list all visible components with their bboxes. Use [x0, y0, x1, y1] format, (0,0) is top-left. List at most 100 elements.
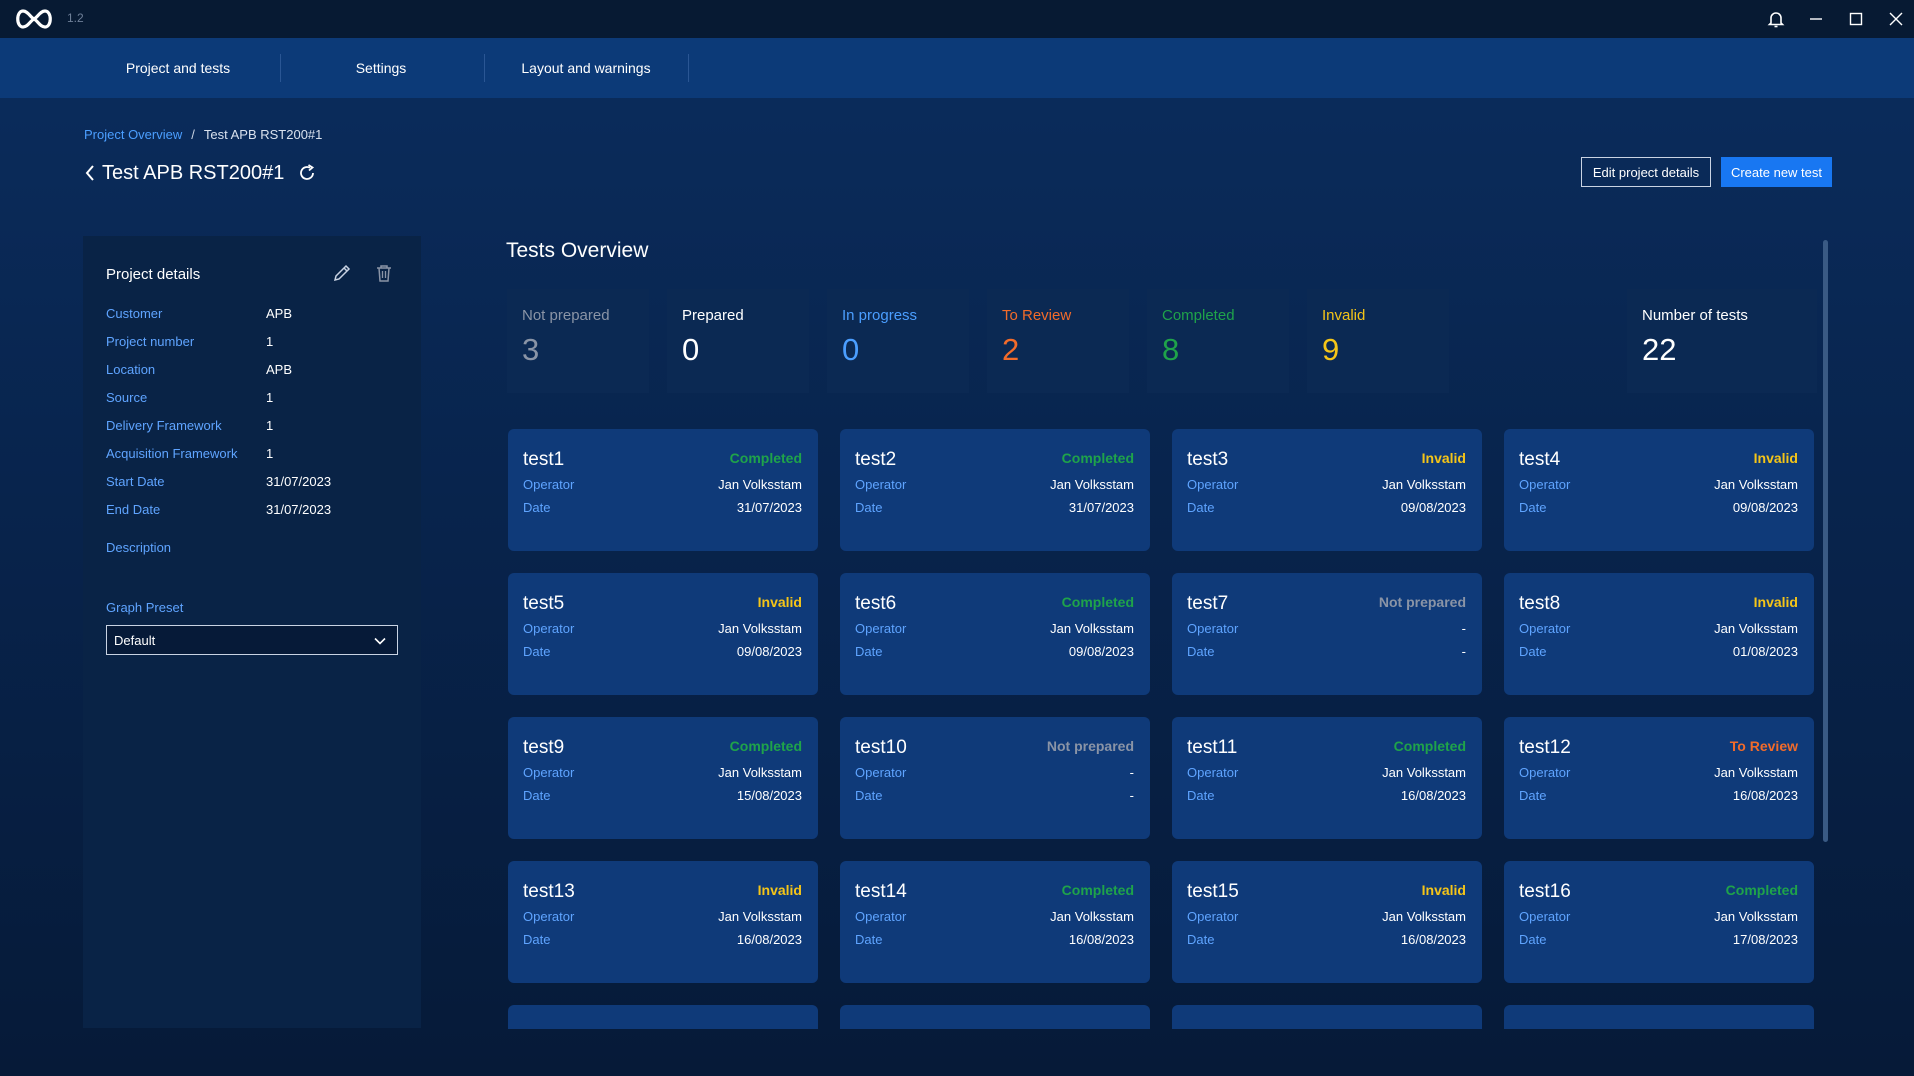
- date-row: Date 09/08/2023: [523, 644, 802, 662]
- operator-row: Operator Jan Volksstam: [1187, 477, 1466, 495]
- operator-label: Operator: [855, 909, 907, 924]
- test-card[interactable]: test3 Invalid Operator Jan Volksstam Date 09/…: [1172, 429, 1482, 551]
- stat-prepared[interactable]: Prepared 0: [667, 289, 809, 393]
- test-card[interactable]: test6 Completed Operator Jan Volksstam Date 0…: [840, 573, 1150, 695]
- operator-value: Jan Volksstam: [1714, 909, 1798, 924]
- description-label: Description: [106, 540, 172, 555]
- date-row: Date -: [855, 788, 1134, 806]
- operator-value: Jan Volksstam: [718, 909, 802, 924]
- operator-row: Operator Jan Volksstam: [855, 909, 1134, 927]
- test-card[interactable]: test8 Invalid Operator Jan Volksstam Date 01/…: [1504, 573, 1814, 695]
- project-details-panel: Project details Customer APB Project num…: [83, 236, 421, 1028]
- stat-value: 22: [1642, 332, 1677, 367]
- operator-row: Operator Jan Volksstam: [1519, 477, 1798, 495]
- operator-row: Operator Jan Volksstam: [523, 621, 802, 639]
- date-label: Date: [855, 788, 883, 803]
- status-badge: Completed: [1061, 450, 1134, 466]
- test-card[interactable]: test14 Completed Operator Jan Volksstam Date…: [840, 861, 1150, 983]
- stat-to-review[interactable]: To Review 2: [987, 289, 1129, 393]
- operator-row: Operator Jan Volksstam: [523, 909, 802, 927]
- detail-row-acquisition-framework: Acquisition Framework 1: [106, 446, 273, 464]
- test-card[interactable]: test2 Completed Operator Jan Volksstam Date 3…: [840, 429, 1150, 551]
- stat-label: To Review: [1002, 307, 1072, 324]
- status-badge: Completed: [729, 738, 802, 754]
- test-card[interactable]: test12 To Review Operator Jan Volksstam Date…: [1504, 717, 1814, 839]
- test-card[interactable]: test13 Invalid Operator Jan Volksstam Date 16…: [508, 861, 818, 983]
- maximize-icon[interactable]: [1844, 7, 1868, 31]
- detail-value: 1: [266, 446, 274, 461]
- test-card[interactable]: test1 Completed Operator Jan Volksstam Date 3…: [508, 429, 818, 551]
- date-row: Date 16/08/2023: [1187, 932, 1466, 950]
- test-card[interactable]: test16 Completed Operator Jan Volksstam Date…: [1504, 861, 1814, 983]
- test-card[interactable]: test5 Invalid Operator Jan Volksstam Date 09/…: [508, 573, 818, 695]
- operator-value: Jan Volksstam: [1050, 909, 1134, 924]
- stat-completed[interactable]: Completed 8: [1147, 289, 1289, 393]
- infinity-logo-icon: [16, 9, 52, 29]
- test-card[interactable]: test9 Completed Operator Jan Volksstam Date 1…: [508, 717, 818, 839]
- operator-value: Jan Volksstam: [718, 477, 802, 492]
- status-badge: Not prepared: [1046, 738, 1134, 754]
- test-name: test8: [1519, 593, 1561, 614]
- test-card[interactable]: [1504, 1005, 1814, 1029]
- test-name: test16: [1519, 881, 1571, 902]
- test-name: test5: [523, 593, 565, 614]
- graph-preset-select[interactable]: Default: [106, 625, 398, 655]
- stat-in-progress[interactable]: In progress 0: [827, 289, 969, 393]
- breadcrumb-project-overview[interactable]: Project Overview: [84, 127, 183, 142]
- test-card[interactable]: [840, 1005, 1150, 1029]
- detail-value: 1: [266, 334, 274, 349]
- test-card[interactable]: test11 Completed Operator Jan Volksstam Date…: [1172, 717, 1482, 839]
- test-card[interactable]: [1172, 1005, 1482, 1029]
- pencil-icon[interactable]: [331, 262, 353, 284]
- detail-label: Customer: [106, 306, 163, 321]
- date-value: 16/08/2023: [1400, 932, 1466, 947]
- detail-value: 31/07/2023: [266, 474, 332, 489]
- close-icon[interactable]: [1884, 7, 1908, 31]
- stat-label: Prepared: [682, 307, 744, 324]
- bell-icon[interactable]: [1764, 7, 1788, 31]
- test-card[interactable]: [508, 1005, 818, 1029]
- nav-divider: [280, 54, 281, 82]
- operator-label: Operator: [523, 765, 575, 780]
- nav-divider: [688, 54, 689, 82]
- create-new-test-button[interactable]: Create new test: [1721, 157, 1832, 187]
- stat-label: Completed: [1162, 307, 1235, 324]
- test-card[interactable]: test15 Invalid Operator Jan Volksstam Date 16…: [1172, 861, 1482, 983]
- breadcrumb-current: Test APB RST200#1: [203, 127, 323, 142]
- back-chevron-icon[interactable]: [84, 164, 96, 182]
- status-badge: To Review: [1729, 738, 1798, 754]
- test-card[interactable]: test4 Invalid Operator Jan Volksstam Date 09/…: [1504, 429, 1814, 551]
- detail-label: Location: [106, 362, 156, 377]
- tab-layout-and-warnings[interactable]: Layout and warnings: [521, 60, 651, 76]
- title-bar: 1.2: [0, 0, 1914, 38]
- detail-label: End Date: [106, 502, 161, 517]
- date-value: 16/08/2023: [736, 932, 802, 947]
- test-cards-grid: test1 Completed Operator Jan Volksstam Date 3…: [508, 429, 1818, 1029]
- minimize-icon[interactable]: [1804, 7, 1828, 31]
- trash-icon[interactable]: [373, 262, 395, 284]
- date-label: Date: [855, 644, 883, 659]
- status-badge: Not prepared: [1378, 594, 1466, 610]
- date-row: Date 17/08/2023: [1519, 932, 1798, 950]
- tab-project-and-tests[interactable]: Project and tests: [125, 60, 231, 76]
- test-card[interactable]: test10 Not prepared Operator - Date -: [840, 717, 1150, 839]
- refresh-icon[interactable]: [296, 162, 318, 184]
- date-label: Date: [1187, 644, 1215, 659]
- stat-not-prepared[interactable]: Not prepared 3: [507, 289, 649, 393]
- date-label: Date: [1519, 644, 1547, 659]
- operator-label: Operator: [523, 621, 575, 636]
- date-label: Date: [523, 788, 551, 803]
- edit-project-details-button[interactable]: Edit project details: [1581, 157, 1711, 187]
- scrollbar[interactable]: [1823, 240, 1828, 842]
- stat-invalid[interactable]: Invalid 9: [1307, 289, 1449, 393]
- test-card[interactable]: test7 Not prepared Operator - Date -: [1172, 573, 1482, 695]
- date-label: Date: [523, 932, 551, 947]
- tab-settings[interactable]: Settings: [355, 60, 407, 76]
- status-badge: Invalid: [1421, 882, 1466, 898]
- detail-value: APB: [266, 306, 293, 321]
- operator-value: Jan Volksstam: [1714, 477, 1798, 492]
- stat-value: 2: [1002, 332, 1020, 367]
- date-value: 09/08/2023: [1732, 500, 1798, 515]
- date-label: Date: [1187, 788, 1215, 803]
- stat-value: 8: [1162, 332, 1180, 367]
